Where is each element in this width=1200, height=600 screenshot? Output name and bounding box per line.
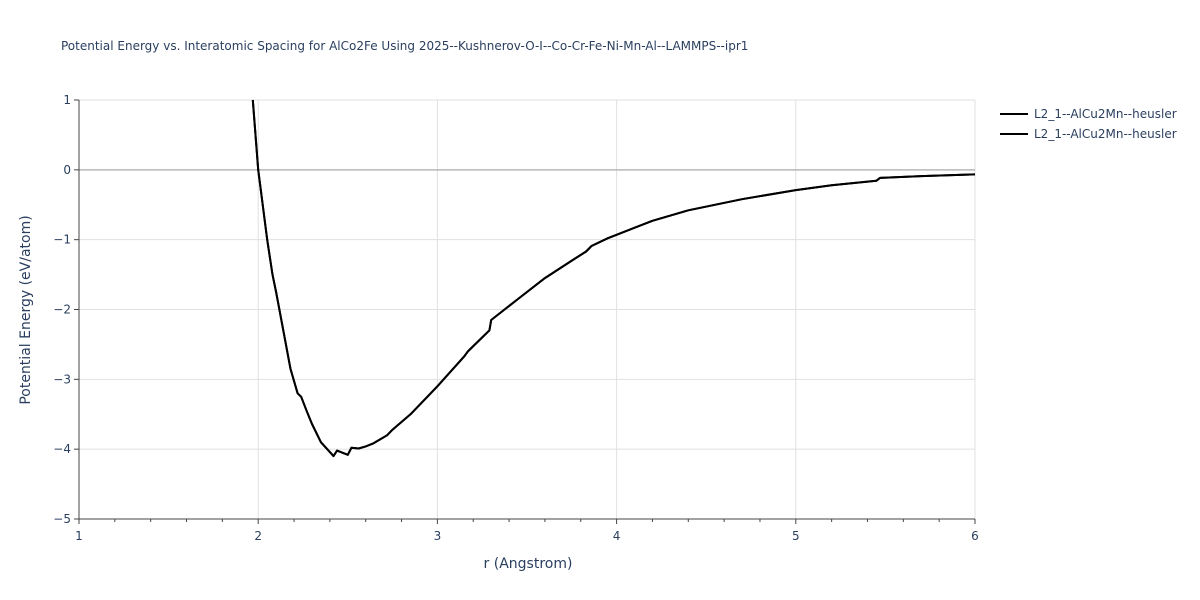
x-tick-label: 2: [254, 529, 262, 543]
x-tick-label: 6: [971, 529, 979, 543]
y-axis-title: Potential Energy (eV/atom): [18, 215, 34, 404]
grid: [79, 99, 976, 519]
y-tick-label: −5: [53, 512, 71, 526]
legend: L2_1--AlCu2Mn--heusler L2_1--AlCu2Mn--heu…: [1000, 107, 1177, 141]
y-tick-label: 1: [63, 93, 71, 107]
x-tick-label: 3: [434, 529, 442, 543]
series-line: [251, 99, 976, 458]
series-lines: [251, 99, 976, 458]
chart-title: Potential Energy vs. Interatomic Spacing…: [61, 39, 748, 53]
x-axis-ticks: 1 2 3 4 5 6: [75, 519, 979, 543]
y-tick-label: 0: [63, 163, 71, 177]
x-axis-title: r (Angstrom): [484, 556, 573, 572]
x-tick-label: 5: [792, 529, 800, 543]
y-tick-label: −3: [53, 372, 71, 386]
plot-area: [251, 99, 976, 458]
x-tick-label: 4: [613, 529, 621, 543]
y-axis-ticks: 1 0 −1 −2 −3 −4 −5: [53, 93, 79, 526]
y-tick-label: −4: [53, 442, 71, 456]
y-tick-label: −1: [53, 233, 71, 247]
series-line: [251, 99, 976, 458]
legend-label: L2_1--AlCu2Mn--heusler: [1034, 107, 1177, 121]
legend-label: L2_1--AlCu2Mn--heusler: [1034, 127, 1177, 141]
x-tick-label: 1: [75, 529, 83, 543]
y-tick-label: −2: [53, 303, 71, 317]
